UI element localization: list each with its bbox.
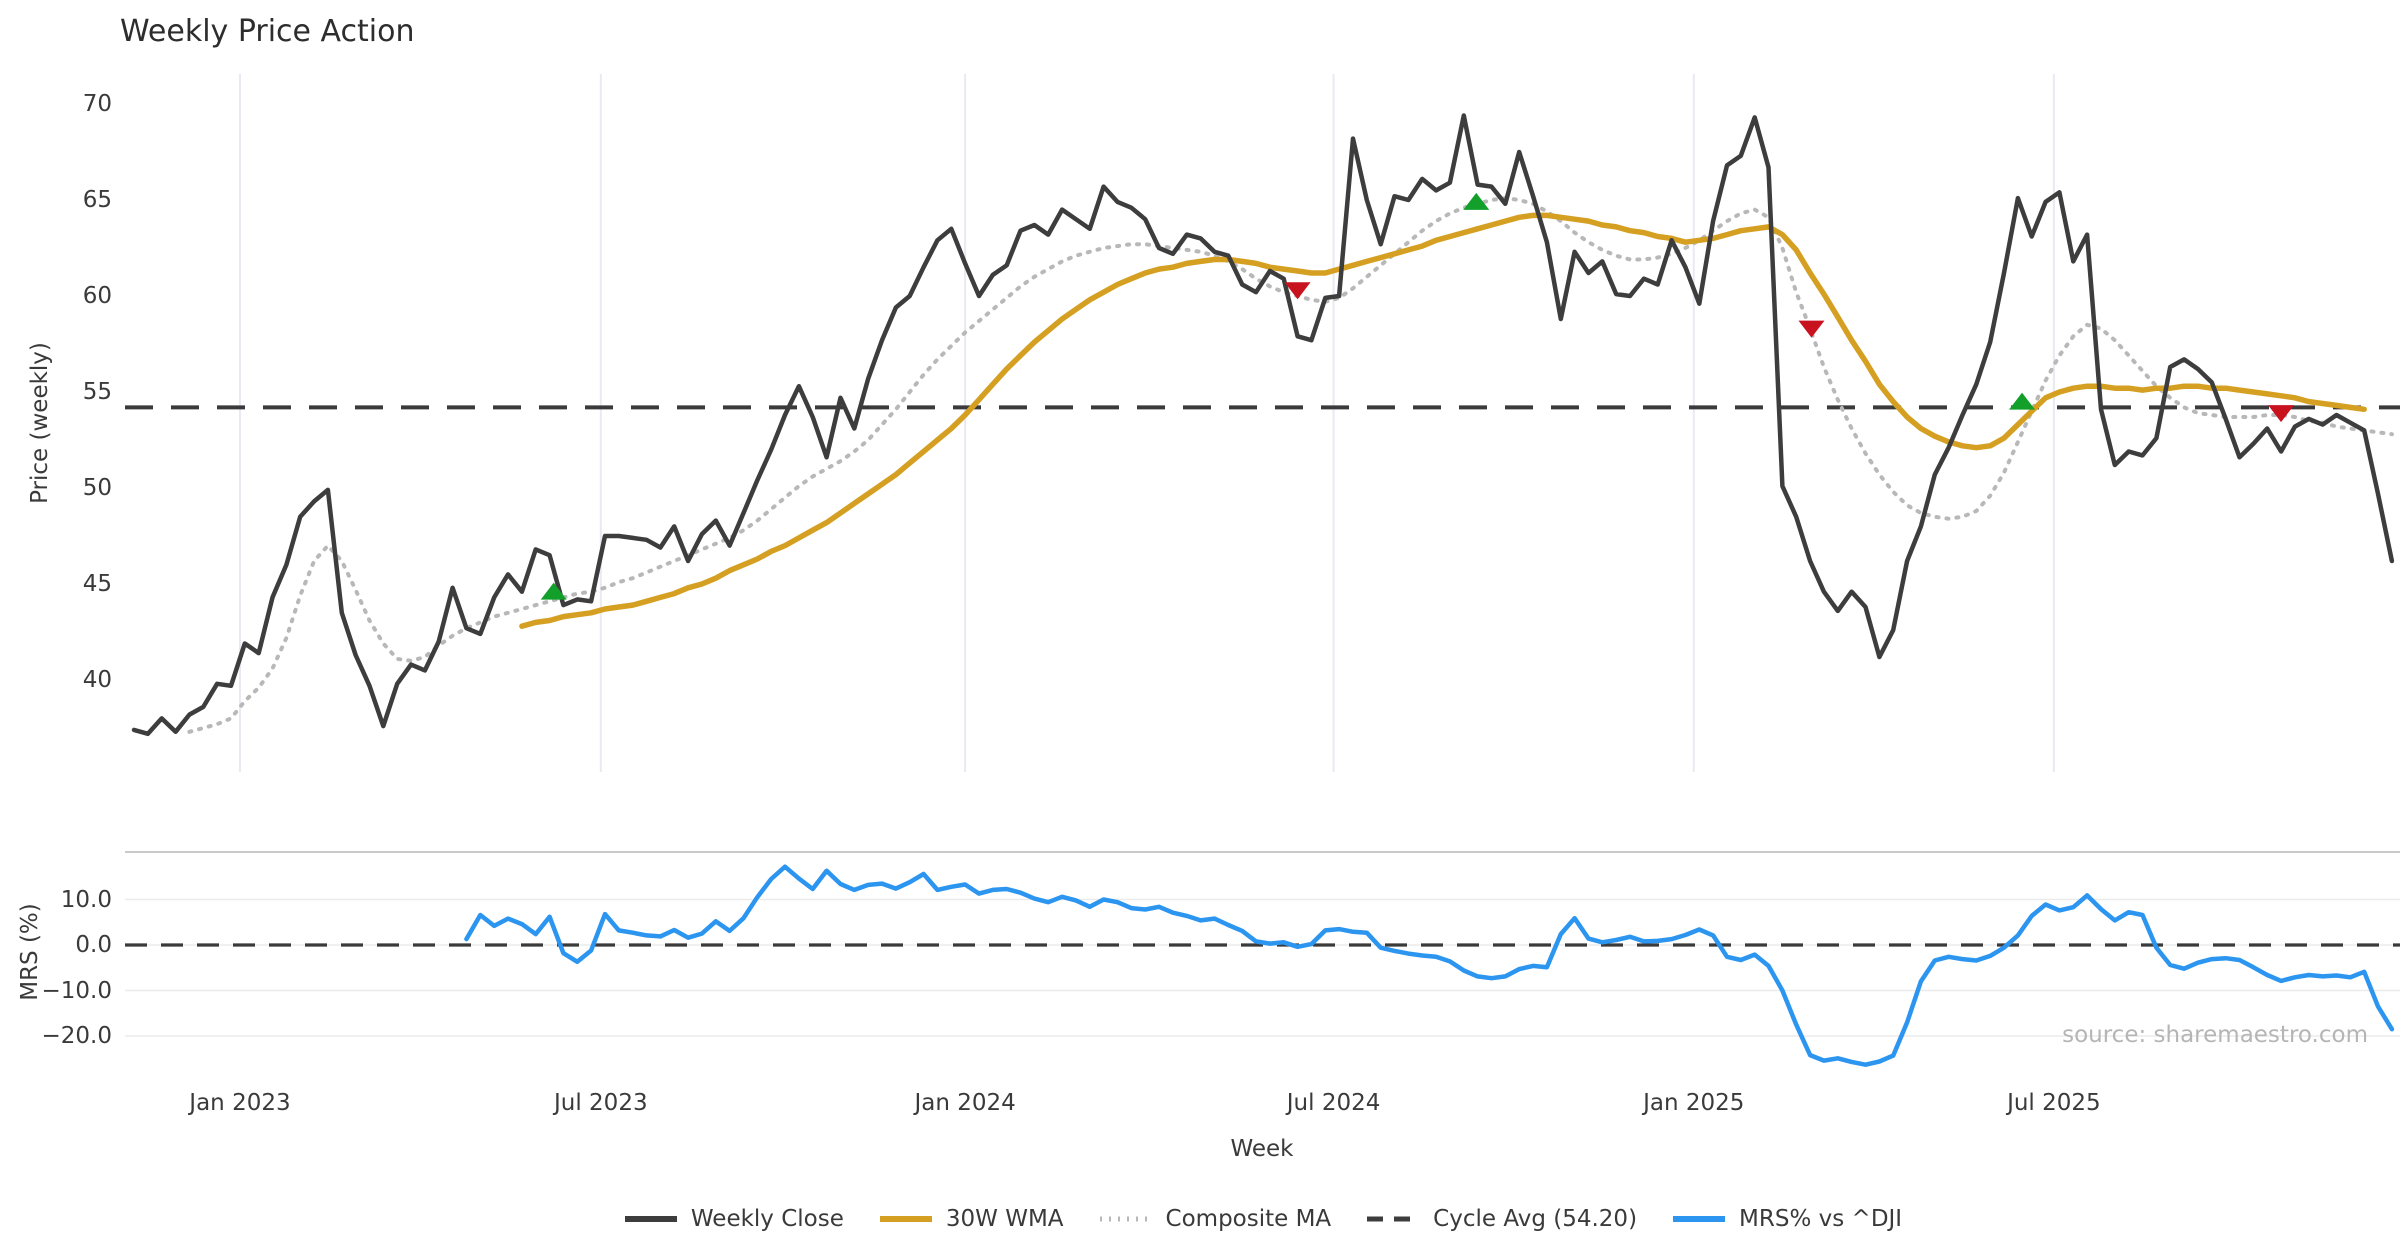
- x-tick-label: Jul 2025: [2007, 1090, 2101, 1116]
- x-tick-label: Jan 2023: [189, 1090, 291, 1116]
- lower-y-tick-label: −10.0: [41, 977, 112, 1004]
- legend-swatch-icon: [624, 1216, 677, 1222]
- legend-label: Composite MA: [1165, 1206, 1332, 1232]
- weekly-close-line: [131, 113, 2395, 737]
- lower-y-tick-label: −20.0: [41, 1023, 112, 1049]
- buy-marker-icon: [540, 582, 567, 600]
- legend-swatch-icon: [879, 1216, 932, 1222]
- legend-item-mrs-vs-dji: MRS% vs ^DJI: [1671, 1206, 1902, 1232]
- source-watermark: source: sharemaestro.com: [2062, 1022, 2368, 1048]
- main-y-tick-label: 50: [82, 475, 112, 501]
- legend-label: Weekly Close: [690, 1206, 844, 1232]
- buy-marker-icon: [2009, 392, 2036, 410]
- legend-item-cycle-avg-54-20-: Cycle Avg (54.20): [1365, 1206, 1637, 1232]
- wma-line: [519, 212, 2367, 629]
- lower-y-tick-label: 0.0: [75, 932, 112, 958]
- legend-item-composite-ma: Composite MA: [1098, 1206, 1332, 1232]
- legend-swatch-icon: [1099, 1216, 1152, 1222]
- chart-title: Weekly Price Action: [120, 14, 415, 49]
- main-y-tick-label: 45: [82, 571, 112, 597]
- sell-marker-icon: [1284, 282, 1311, 300]
- main-y-tick-label: 40: [82, 667, 112, 693]
- sell-marker-icon: [1798, 320, 1825, 338]
- x-tick-label: Jul 2023: [553, 1090, 648, 1116]
- main-y-tick-label: 70: [82, 91, 112, 117]
- legend-swatch-icon: [1367, 1216, 1420, 1222]
- legend-item-weekly-close: Weekly Close: [623, 1206, 844, 1232]
- legend-label: Cycle Avg (54.20): [1433, 1206, 1638, 1232]
- legend-label: MRS% vs ^DJI: [1739, 1206, 1903, 1232]
- composite-ma-line: [187, 196, 2394, 734]
- mrs-line: [464, 864, 2395, 1067]
- main-y-tick-label: 55: [82, 379, 112, 405]
- x-tick-label: Jul 2024: [1286, 1090, 1381, 1116]
- x-tick-label: Jan 2024: [914, 1090, 1016, 1116]
- legend-swatch-icon: [1673, 1216, 1726, 1222]
- lower-y-tick-label: 10.0: [60, 886, 112, 913]
- x-tick-label: Jan 2025: [1643, 1090, 1745, 1116]
- x-axis-label: Week: [1230, 1136, 1294, 1162]
- sell-marker-icon: [2268, 405, 2295, 423]
- buy-marker-icon: [1463, 192, 1490, 210]
- main-y-tick-label: 60: [82, 283, 112, 309]
- main-y-tick-label: 65: [82, 187, 112, 213]
- legend: Weekly Close 30W WMA Composite MA Cycle Avg…: [125, 1206, 2400, 1232]
- legend-label: 30W WMA: [945, 1206, 1064, 1232]
- legend-item-30w-wma: 30W WMA: [878, 1206, 1064, 1232]
